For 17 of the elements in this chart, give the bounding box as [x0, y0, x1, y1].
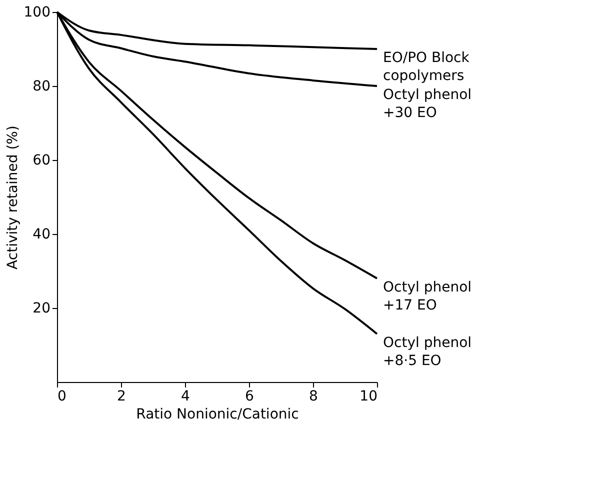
x-tick-label: 4	[181, 388, 190, 404]
series-label: Octyl phenol +8·5 EO	[383, 334, 472, 369]
x-tick-label: 8	[309, 388, 318, 404]
y-tick-label: 60	[32, 152, 50, 168]
x-tick-label: 0	[58, 388, 66, 404]
series-label: EO/PO Block copolymers	[383, 50, 470, 84]
y-tick-label: 20	[32, 300, 50, 316]
y-tick-label: 40	[32, 226, 50, 242]
series-label: Octyl phenol +17 EO	[383, 279, 472, 314]
y-axis-title: Activity retained (%)	[4, 126, 21, 270]
x-tick-label: 10	[360, 388, 378, 404]
y-tick-label: 100	[24, 4, 50, 20]
x-axis-title: Ratio Nonionic/Cationic	[136, 406, 299, 422]
y-tick-label: 80	[32, 78, 50, 94]
x-tick-label: 2	[117, 388, 126, 404]
series-label: Octyl phenol +30 EO	[383, 87, 472, 121]
x-tick-label: 6	[245, 388, 254, 404]
